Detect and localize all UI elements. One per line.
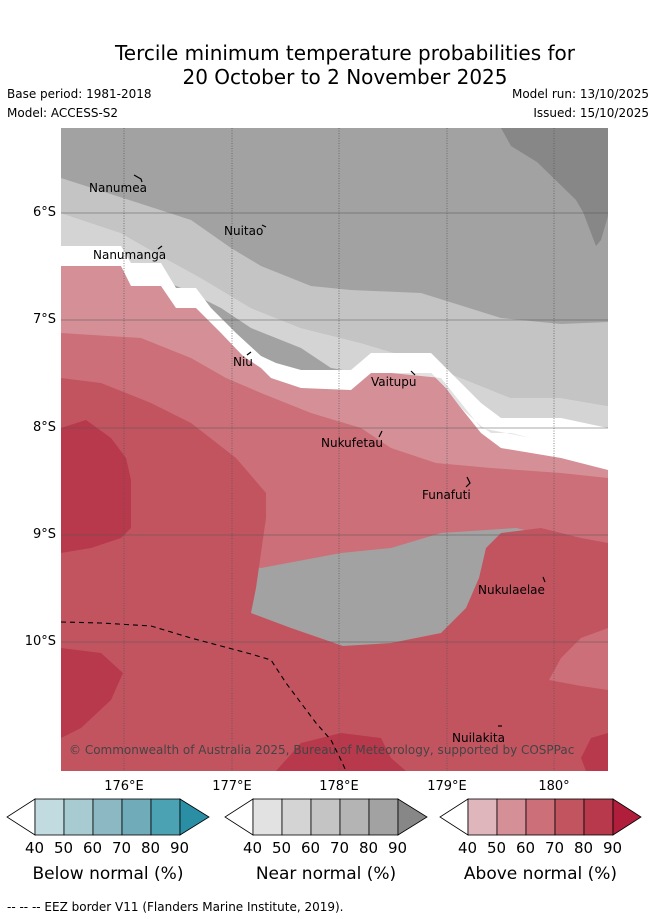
map-graticule: [123, 128, 555, 771]
place-label-nanumea: Nanumea: [89, 181, 147, 195]
lat-label-8s: 8°S: [32, 420, 56, 435]
colorbar-above-tick: 50: [487, 839, 507, 857]
eez-footnote: -- -- -- EEZ border V11 (Flanders Marine…: [7, 900, 344, 914]
colorbar-above-bin-2: [496, 798, 527, 836]
colorbar-near-tick: 40: [243, 839, 263, 857]
colorbar-near: [224, 798, 428, 836]
colorbar-below-bin-3: [92, 798, 123, 836]
colorbar-above-tick: 80: [574, 839, 594, 857]
colorbar-below-tick: 70: [112, 839, 132, 857]
lat-label-10s: 10°S: [24, 634, 56, 649]
map-region-near-70: [61, 178, 608, 406]
colorbar-above: [439, 798, 642, 836]
lat-label-6s: 6°S: [32, 205, 56, 220]
lon-label-180: 180°: [538, 779, 570, 794]
map-white-band: [61, 246, 608, 470]
issued-date: Issued: 15/10/2025: [533, 106, 649, 120]
model-run: Model run: 13/10/2025: [511, 87, 649, 101]
base-period: Base period: 1981-2018: [7, 87, 152, 101]
place-label-nukufetau: Nukufetau: [321, 436, 384, 450]
colorbar-above-tick: 70: [545, 839, 565, 857]
colorbar-near-tick: 90: [388, 839, 408, 857]
place-label-funafuti: Funafuti: [422, 488, 471, 502]
colorbar-near-title: Near normal (%): [255, 864, 397, 884]
colorbar-below-tick: 60: [83, 839, 103, 857]
lat-label-7s: 7°S: [32, 312, 56, 327]
colorbar-below-bin-2: [63, 798, 94, 836]
lon-label-176e: 176°E: [104, 779, 144, 794]
map-region-above-40: [61, 266, 608, 506]
colorbar-near-bin-5: [368, 798, 399, 836]
place-label-nukulaelae: Nukulaelae: [478, 583, 545, 597]
map-region-above-80-se: [581, 733, 608, 771]
colorbar-near-tick: 50: [272, 839, 292, 857]
map-region-above-80: [61, 648, 123, 738]
colorbar-above-title: Above normal (%): [463, 864, 618, 884]
colorbar-below-min: [6, 798, 36, 836]
colorbar-near-tick: 80: [359, 839, 379, 857]
map-gridlines: [61, 212, 608, 643]
place-label-nuilakita: Nuilakita: [452, 731, 505, 745]
colorbar-near-bin-1: [252, 798, 283, 836]
place-label-niu: Niu: [233, 355, 253, 369]
colorbar-above-bin-5: [583, 798, 614, 836]
eez-border: [61, 621, 347, 771]
colorbar-below-tick: 80: [141, 839, 161, 857]
colorbar-above-bin-1: [467, 798, 498, 836]
colorbar-group: [6, 798, 642, 836]
colorbar-near-bin-4: [339, 798, 370, 836]
colorbar-above-max: [612, 798, 642, 836]
title-line-2: 20 October to 2 November 2025: [182, 65, 508, 89]
map-region-above-70: [61, 420, 131, 553]
colorbar-near-tick: 60: [301, 839, 321, 857]
copyright-notice: © Commonwealth of Australia 2025, Bureau…: [69, 743, 575, 757]
colorbar-above-bin-3: [525, 798, 556, 836]
colorbar-above-tick: 40: [458, 839, 478, 857]
map-region-near-90: [501, 128, 608, 246]
colorbar-below-max: [179, 798, 210, 836]
colorbar-near-max: [397, 798, 428, 836]
map-region-near-50: [391, 373, 531, 438]
colorbar-below-bin-1: [34, 798, 65, 836]
map-region-above-70-east: [549, 628, 608, 690]
map-region-above-80-south: [276, 733, 406, 771]
lon-label-179e: 179°E: [427, 779, 467, 794]
title-line-1: Tercile minimum temperature probabilitie…: [114, 41, 576, 65]
colorbar-below-tick: 50: [54, 839, 74, 857]
map-region-above-60: [61, 378, 608, 771]
island-outlines: [133, 174, 546, 727]
colorbar-near-bin-3: [310, 798, 341, 836]
place-label-vaitupu: Vaitupu: [371, 375, 417, 389]
model-name: Model: ACCESS-S2: [7, 106, 119, 120]
place-label-nanumanga: Nanumanga: [93, 248, 167, 262]
place-label-nuitao: Nuitao: [224, 224, 264, 238]
colorbar-near-tick: 70: [330, 839, 350, 857]
colorbar-below-tick: 90: [170, 839, 190, 857]
colorbar-below-bin-4: [121, 798, 152, 836]
colorbar-above-tick: 60: [516, 839, 536, 857]
colorbar-above-bin-4: [554, 798, 585, 836]
colorbar-above-tick: 90: [603, 839, 623, 857]
colorbar-below-tick: 40: [25, 839, 45, 857]
colorbar-near-bin-2: [281, 798, 312, 836]
forecast-map: [61, 128, 608, 771]
colorbar-below-bin-5: [150, 798, 181, 836]
colorbar-near-min: [224, 798, 254, 836]
colorbar-below-title: Below normal (%): [32, 864, 184, 884]
colorbar-above-min: [439, 798, 469, 836]
lon-label-177e: 177°E: [212, 779, 252, 794]
lon-label-178e: 178°E: [319, 779, 359, 794]
colorbar-below: [6, 798, 210, 836]
lat-label-9s: 9°S: [32, 527, 56, 542]
